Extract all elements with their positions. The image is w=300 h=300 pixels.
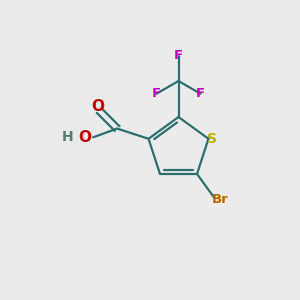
Text: O: O (91, 99, 104, 114)
Text: O: O (79, 130, 92, 145)
Text: H: H (62, 130, 74, 144)
Text: F: F (152, 87, 161, 100)
Text: F: F (196, 87, 205, 100)
Text: S: S (207, 132, 218, 146)
Text: Br: Br (212, 193, 228, 206)
Text: F: F (174, 49, 183, 62)
